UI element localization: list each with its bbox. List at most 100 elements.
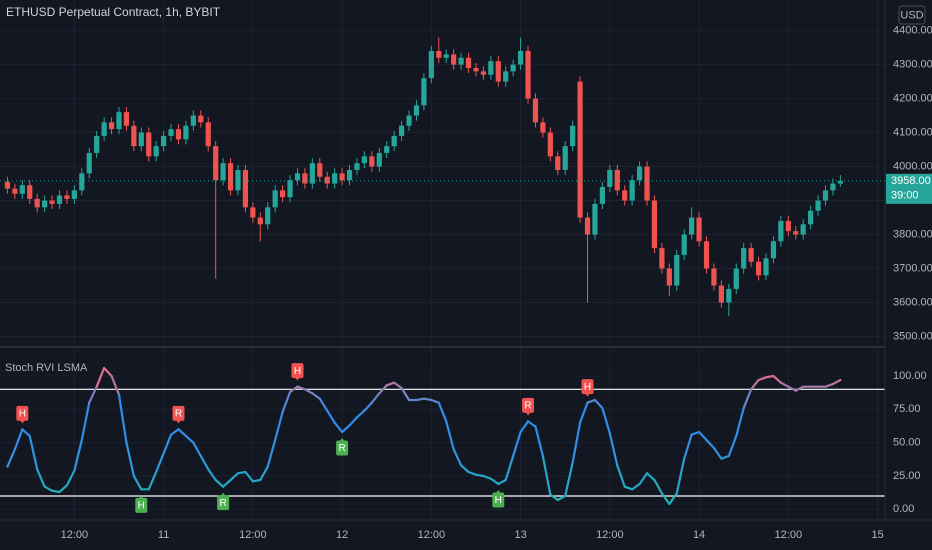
indicator-segment (764, 374, 775, 379)
candle-body (800, 224, 806, 235)
candle-body (666, 268, 672, 286)
indicator-segment (482, 474, 492, 480)
signal-label: R (175, 408, 182, 419)
candle-body (748, 248, 754, 262)
candle-body (540, 122, 546, 133)
indicator-segment (333, 421, 344, 434)
candle-body (324, 176, 330, 184)
candle-body (265, 207, 271, 225)
indicator-segment (266, 438, 277, 468)
candle-body (413, 105, 420, 116)
indicator-segment (601, 406, 611, 435)
indicator-segment (318, 397, 329, 412)
y-tick-label: 100.00 (893, 370, 927, 382)
indicator-segment (727, 434, 738, 458)
indicator-segment (445, 420, 455, 451)
y-tick-label: 4200.00 (893, 92, 932, 104)
indicator-segment (586, 398, 597, 404)
indicator-segment (422, 397, 433, 402)
candle-body (562, 146, 568, 170)
y-tick-label: 25.00 (893, 470, 921, 482)
candle-body (398, 125, 405, 136)
y-tick-label: 3800.00 (893, 228, 932, 240)
candle-body (242, 169, 249, 208)
candle-body (808, 210, 814, 225)
candle-body (376, 152, 382, 167)
candle-body (213, 146, 219, 181)
candle-body (161, 135, 167, 147)
candle-body (294, 173, 301, 181)
x-tick-label: 15 (871, 529, 883, 541)
indicator-segment (73, 438, 83, 472)
signal-label: H (294, 366, 301, 377)
indicator-segment (831, 378, 842, 386)
candle-body (12, 188, 18, 194)
indicator-segment (288, 385, 299, 394)
indicator-segment (169, 428, 180, 436)
signal-marker (172, 405, 185, 421)
x-tick-label: 12 (336, 529, 348, 541)
indicator-segment (43, 485, 54, 492)
candle-body (525, 50, 531, 99)
indicator-segment (735, 406, 745, 438)
candle-body (168, 129, 174, 136)
indicator-segment (519, 420, 530, 434)
indicator-segment (393, 381, 403, 390)
indicator-segment (132, 474, 143, 491)
indicator-segment (36, 468, 46, 488)
candle-body (517, 50, 524, 65)
signal-marker (135, 497, 148, 513)
indicator-segment (259, 465, 269, 482)
candle-body (793, 231, 799, 235)
x-tick-label: 14 (693, 529, 705, 541)
currency-label[interactable]: USD (900, 9, 923, 21)
indicator-segment (787, 385, 797, 392)
candle-body (436, 50, 442, 58)
signal-label: H (138, 500, 145, 511)
candle-body (629, 180, 635, 201)
candle-body (235, 169, 241, 191)
indicator-segment (6, 448, 16, 468)
candle-body (681, 234, 687, 255)
candle-body (495, 61, 501, 82)
indicator-segment (794, 385, 805, 392)
indicator-segment (452, 448, 463, 467)
candle-body (49, 200, 55, 204)
indicator-segment (697, 430, 708, 442)
candle-body (391, 135, 397, 147)
candle-body (770, 241, 777, 259)
signal-marker (581, 379, 594, 395)
x-tick-label: 12:00 (61, 529, 89, 541)
currency-box[interactable] (898, 5, 926, 25)
indicator-segment (363, 401, 373, 412)
indicator-segment (459, 464, 470, 474)
indicator-segment (378, 384, 388, 395)
candle-body (651, 200, 658, 249)
candle-body (622, 190, 628, 201)
indicator-segment (578, 401, 589, 424)
indicator-segment (13, 428, 24, 451)
indicator-segment (534, 425, 544, 458)
candle-body (346, 169, 353, 181)
candle-body (532, 98, 539, 123)
candle-body (220, 163, 226, 181)
candle-body (309, 163, 315, 184)
candle-body (257, 217, 263, 225)
indicator-segment (28, 434, 39, 471)
y-tick-label: 3700.00 (893, 262, 932, 274)
candle-body (510, 64, 516, 72)
indicator-segment (222, 478, 232, 488)
candle-body (64, 195, 70, 199)
indicator-segment (571, 421, 582, 464)
indicator-segment (616, 464, 626, 488)
y-tick-label: 4000.00 (893, 160, 932, 172)
candle-body (488, 61, 494, 75)
candle-body (674, 254, 680, 286)
candle-body (116, 112, 122, 130)
indicator-segment (675, 457, 686, 495)
y-tick-label: 75.00 (893, 403, 921, 415)
candle-body (183, 125, 189, 140)
candle-body (614, 169, 620, 191)
candle-body (131, 125, 137, 147)
